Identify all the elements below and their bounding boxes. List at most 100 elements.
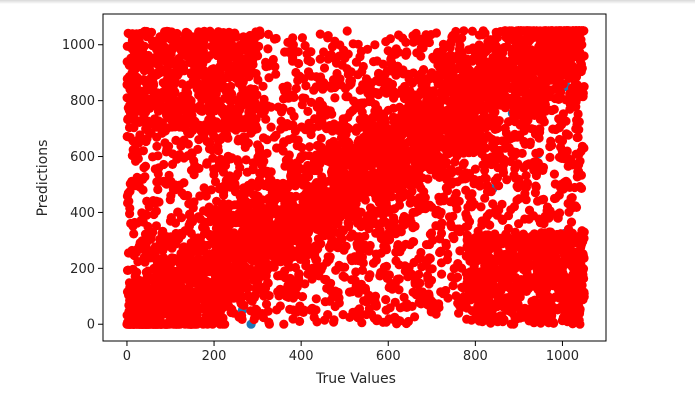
scatter-point-red [500,143,510,153]
scatter-point-red [374,142,385,152]
scatter-point-red [389,123,399,133]
scatter-point-red [356,207,366,217]
scatter-point-red [413,154,423,164]
scatter-point-red [266,122,276,132]
scatter-point-red [254,258,264,268]
scatter-point-red [330,215,340,225]
scatter-point-red [345,108,355,118]
scatter-point-red [534,88,545,98]
scatter-point-red [461,185,471,195]
scatter-point-red [144,202,154,212]
scatter-point-red [264,317,274,327]
scatter-point-red [291,83,301,94]
scatter-point-red [202,136,212,147]
scatter-point-red [479,110,489,120]
scatter-point-red [370,40,380,50]
scatter-point-red [235,189,245,199]
scatter-point-red [280,216,290,226]
scatter-point-red [379,168,389,178]
scatter-point-red [318,84,328,94]
scatter-point-red [417,287,428,297]
scatter-point-red [151,198,161,208]
scatter-point-red [352,310,363,320]
scatter-point-red [171,135,181,145]
scatter-point-red [446,38,456,49]
scatter-point-red [226,154,236,164]
scatter-point-red [212,290,222,300]
scatter-point-red [414,254,424,264]
scatter-point-red [167,273,177,283]
scatter-point-red [480,193,490,203]
scatter-point-red [189,170,199,180]
scatter-point-red [452,151,462,161]
scatter-point-red [345,312,355,322]
scatter-point-red [179,191,189,201]
scatter-point-red [574,125,584,135]
scatter-point-red [375,271,385,281]
scatter-point-red [442,139,452,149]
scatter-point-red [445,131,455,141]
scatter-point-red [481,159,491,169]
scatter-point-red [144,315,154,325]
scatter-point-red [517,77,527,87]
scatter-point-red [545,75,556,85]
scatter-point-red [575,47,585,57]
scatter-point-red [325,192,335,202]
scatter-point-red [456,298,466,308]
scatter-point-red [326,83,336,93]
scatter-point-red [454,308,464,318]
scatter-point-red [279,138,289,148]
scatter-point-red [293,47,303,57]
scatter-point-red [229,242,239,252]
scatter-point-red [451,291,461,301]
scatter-point-red [384,282,394,293]
scatter-point-red [295,247,305,257]
scatter-point-red [151,206,161,216]
scatter-point-red [249,266,259,276]
scatter-point-red [498,88,508,98]
scatter-point-red [321,110,331,120]
scatter-point-red [272,305,282,315]
scatter-point-red [487,100,497,110]
scatter-point-red [376,234,386,244]
scatter-point-red [463,45,474,55]
scatter-point-red [286,170,296,181]
scatter-point-red [261,299,272,309]
scatter-point-red [122,287,133,297]
scatter-point-red [231,172,241,182]
scatter-point-red [311,294,321,304]
scatter-point-red [380,186,390,196]
scatter-point-red [378,216,389,226]
scatter-point-red [239,132,249,142]
scatter-point-red [265,59,275,69]
scatter-point-red [304,222,315,232]
scatter-point-red [193,304,203,314]
scatter-point-red [458,139,468,149]
scatter-point-red [167,314,177,324]
scatter-point-red [485,220,495,230]
scatter-point-red [364,151,374,161]
scatter-point-red [571,202,582,212]
scatter-point-red [510,117,520,127]
scatter-point-red [354,235,364,245]
scatter-point-red [414,180,424,190]
scatter-point-red [233,157,243,167]
scatter-point-red [368,182,378,192]
scatter-point-red [493,49,503,60]
scatter-point-red [405,240,415,250]
scatter-point-red [455,246,465,256]
scatter-point-red [303,106,313,116]
scatter-point-red [348,167,358,177]
scatter-point-red [272,178,282,189]
scatter-point-red [283,93,293,103]
scatter-point-red [358,61,368,72]
scatter-point-red [321,274,331,285]
scatter-point-red [129,229,139,239]
scatter-point-red [488,67,498,78]
scatter-point-red [313,121,323,131]
scatter-point-red [315,54,325,64]
scatter-point-red [218,167,229,177]
scatter-point-red [492,136,502,146]
scatter-point-red [137,310,147,320]
scatter-point-red [492,173,503,183]
